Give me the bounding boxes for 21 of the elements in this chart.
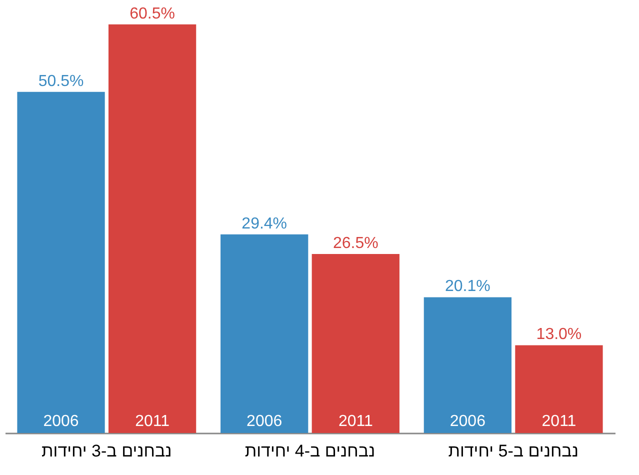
x-tick-label: נבחנים ב-4 יחידות bbox=[244, 442, 376, 460]
series-label: 2011 bbox=[135, 413, 170, 430]
text: 2011 bbox=[338, 413, 373, 430]
data-label: 13.0% bbox=[536, 326, 582, 344]
data-label: 60.5% bbox=[130, 5, 175, 22]
data-label: 50.5% bbox=[38, 72, 84, 90]
text: 2006 bbox=[246, 413, 282, 430]
x-tick-label: נבחנים ב-5 יחידות bbox=[448, 442, 578, 460]
data-label: 29.4% bbox=[242, 215, 288, 232]
series-label: 2006 bbox=[43, 413, 79, 430]
x-tick-label: נבחנים ב-3 יחידות bbox=[42, 442, 172, 460]
bar bbox=[108, 24, 196, 433]
bar bbox=[312, 254, 400, 433]
text: 2011 bbox=[542, 413, 576, 430]
text: 2006 bbox=[450, 413, 486, 430]
bar bbox=[424, 297, 512, 433]
bar bbox=[515, 345, 603, 433]
data-label: 26.5% bbox=[332, 235, 378, 252]
bar bbox=[220, 234, 308, 433]
bar bbox=[17, 92, 105, 433]
data-label: 20.1% bbox=[445, 278, 490, 296]
